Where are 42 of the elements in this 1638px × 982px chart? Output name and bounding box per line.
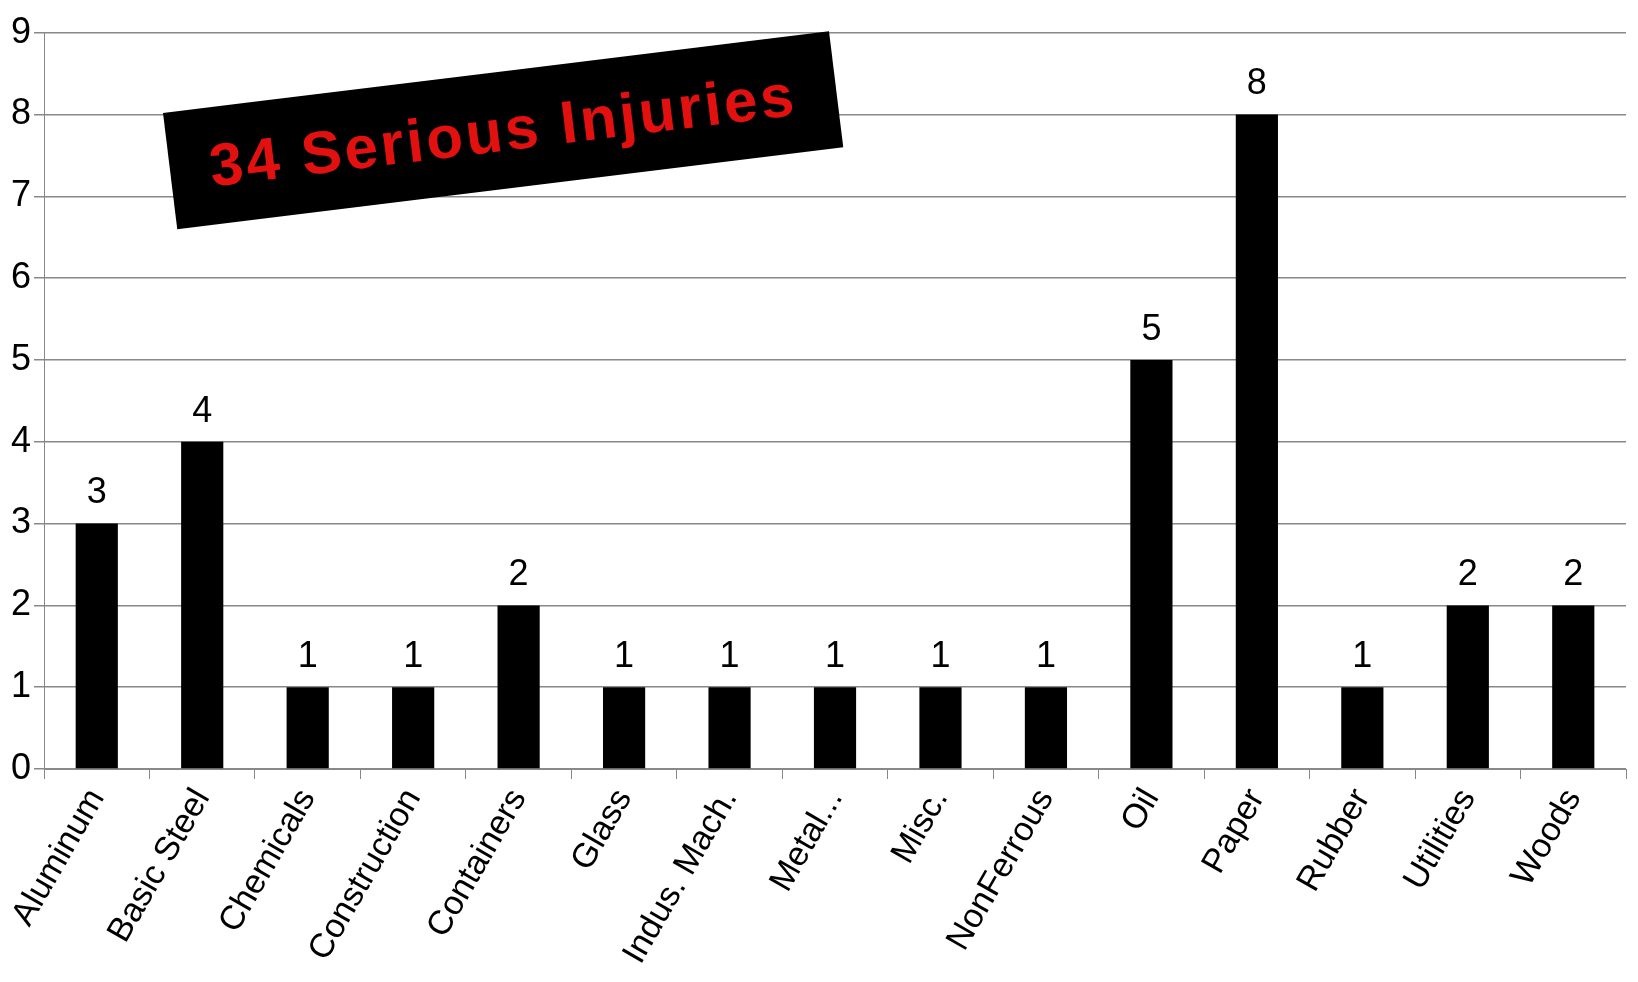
bar bbox=[919, 687, 962, 769]
x-tick-label: Oil bbox=[1111, 781, 1166, 837]
y-tick-label: 2 bbox=[10, 582, 32, 624]
y-tick-label: 0 bbox=[10, 745, 32, 787]
bar bbox=[1446, 605, 1489, 769]
data-label: 1 bbox=[1352, 634, 1373, 676]
bar bbox=[813, 687, 857, 769]
data-label: 2 bbox=[508, 552, 529, 594]
data-label: 1 bbox=[825, 634, 846, 676]
bar bbox=[1341, 687, 1384, 769]
data-label: 8 bbox=[1246, 61, 1267, 103]
y-tick-label: 6 bbox=[10, 255, 32, 296]
y-tick-label: 3 bbox=[10, 500, 32, 542]
data-label: 4 bbox=[192, 388, 213, 430]
y-tick-label: 5 bbox=[10, 336, 32, 378]
bar bbox=[1552, 605, 1595, 769]
data-label: 5 bbox=[1141, 306, 1162, 348]
data-label: 1 bbox=[930, 634, 951, 676]
y-tick-label: 4 bbox=[10, 418, 32, 460]
bar bbox=[392, 687, 435, 769]
text: 34 Serious Injuries bbox=[205, 60, 801, 200]
bar bbox=[602, 687, 646, 769]
bar bbox=[1024, 687, 1068, 769]
bar bbox=[1235, 114, 1278, 769]
bar bbox=[181, 441, 224, 769]
data-label: 3 bbox=[86, 470, 107, 512]
data-label: 2 bbox=[1457, 552, 1478, 594]
bar bbox=[1130, 359, 1173, 769]
data-label: 1 bbox=[614, 634, 635, 676]
data-label: 1 bbox=[719, 634, 740, 676]
bar bbox=[286, 687, 329, 769]
bar bbox=[497, 605, 540, 769]
data-label: 1 bbox=[297, 634, 318, 676]
y-tick-label: 7 bbox=[10, 173, 32, 215]
bar bbox=[75, 523, 118, 769]
data-label: 2 bbox=[1563, 552, 1584, 594]
data-label: 1 bbox=[403, 634, 424, 676]
y-tick-label: 8 bbox=[10, 91, 32, 133]
data-label: 1 bbox=[1035, 634, 1056, 676]
y-tick-label: 1 bbox=[10, 664, 32, 706]
bar bbox=[708, 687, 751, 769]
y-tick-label: 9 bbox=[10, 9, 32, 51]
